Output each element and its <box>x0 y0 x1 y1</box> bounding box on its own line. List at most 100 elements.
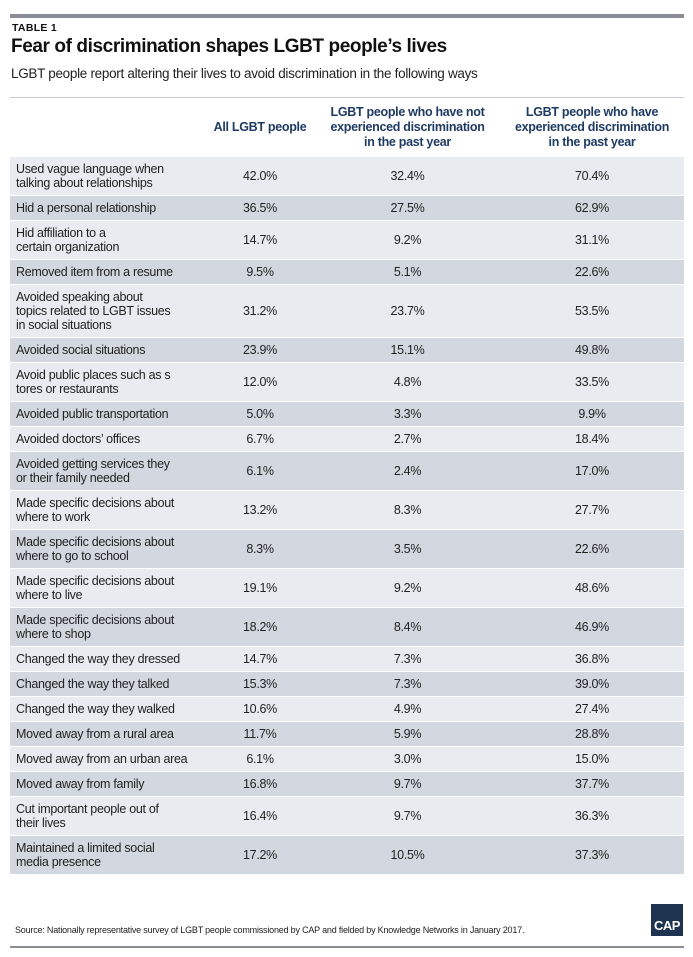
row-label: Removed item from a resume <box>10 259 205 285</box>
cell-experienced: 53.5% <box>500 284 684 338</box>
source-note: Source: Nationally representative survey… <box>15 925 525 935</box>
cell-not-experienced: 2.7% <box>315 426 500 452</box>
cell-all: 8.3% <box>205 529 315 569</box>
table-row: Made specific decisions about where to l… <box>10 568 684 608</box>
cell-all: 11.7% <box>205 721 315 747</box>
column-header-label <box>10 98 205 157</box>
cell-experienced: 62.9% <box>500 195 684 221</box>
cell-not-experienced: 3.5% <box>315 529 500 569</box>
cell-not-experienced: 4.9% <box>315 696 500 722</box>
table-row: Used vague language when talking about r… <box>10 157 684 196</box>
cell-not-experienced: 9.2% <box>315 568 500 608</box>
cell-experienced: 9.9% <box>500 401 684 427</box>
cell-not-experienced: 7.3% <box>315 671 500 697</box>
row-label: Avoided social situations <box>10 337 205 363</box>
row-label: Made specific decisions about where to w… <box>10 490 205 530</box>
cell-experienced: 48.6% <box>500 568 684 608</box>
table-row: Avoided public transportation 5.0% 3.3% 9.9… <box>10 401 684 427</box>
cell-all: 18.2% <box>205 607 315 647</box>
cell-all: 5.0% <box>205 401 315 427</box>
table-kicker: TABLE 1 <box>12 22 58 34</box>
cell-experienced: 27.4% <box>500 696 684 722</box>
cell-all: 23.9% <box>205 337 315 363</box>
row-label: Made specific decisions about where to g… <box>10 529 205 569</box>
cell-all: 36.5% <box>205 195 315 221</box>
table-row: Cut important people out of their lives 1… <box>10 796 684 836</box>
row-label: Hid a personal relationship <box>10 195 205 221</box>
row-label: Moved away from an urban area <box>10 746 205 772</box>
cell-all: 15.3% <box>205 671 315 697</box>
cell-not-experienced: 2.4% <box>315 451 500 491</box>
row-label: Used vague language when talking about r… <box>10 157 205 196</box>
table-row: Moved away from an urban area 6.1% 3.0% 15.… <box>10 746 684 772</box>
table-row: Changed the way they walked 10.6% 4.9% 27.4… <box>10 696 684 722</box>
row-label: Moved away from a rural area <box>10 721 205 747</box>
cell-experienced: 22.6% <box>500 529 684 569</box>
column-header-all: All LGBT people <box>213 120 307 134</box>
row-label: Avoid public places such as s tores or r… <box>10 362 205 402</box>
cell-all: 6.1% <box>205 746 315 772</box>
top-rule <box>10 14 684 18</box>
cell-not-experienced: 5.9% <box>315 721 500 747</box>
data-table: All LGBT people LGBT people who have not… <box>10 98 684 875</box>
cell-all: 31.2% <box>205 284 315 338</box>
table-row: Moved away from a rural area 11.7% 5.9% 28.… <box>10 721 684 747</box>
table-row: Hid a personal relationship 36.5% 27.5% 62.… <box>10 195 684 221</box>
cell-experienced: 17.0% <box>500 451 684 491</box>
cell-experienced: 33.5% <box>500 362 684 402</box>
row-label: Made specific decisions about where to s… <box>10 607 205 647</box>
cell-all: 16.8% <box>205 771 315 797</box>
cell-not-experienced: 3.3% <box>315 401 500 427</box>
cell-all: 19.1% <box>205 568 315 608</box>
page-title: Fear of discrimination shapes LGBT peopl… <box>11 36 447 57</box>
cell-experienced: 37.3% <box>500 835 684 875</box>
cell-not-experienced: 5.1% <box>315 259 500 285</box>
row-label: Made specific decisions about where to l… <box>10 568 205 608</box>
cell-not-experienced: 4.8% <box>315 362 500 402</box>
cell-experienced: 22.6% <box>500 259 684 285</box>
cell-experienced: 31.1% <box>500 220 684 260</box>
cell-all: 14.7% <box>205 646 315 672</box>
cell-not-experienced: 9.2% <box>315 220 500 260</box>
cell-experienced: 36.3% <box>500 796 684 836</box>
cell-experienced: 39.0% <box>500 671 684 697</box>
row-label: Changed the way they walked <box>10 696 205 722</box>
header-row: All LGBT people LGBT people who have not… <box>10 98 684 157</box>
cell-experienced: 46.9% <box>500 607 684 647</box>
row-label: Changed the way they dressed <box>10 646 205 672</box>
row-label: Avoided speaking about topics related to… <box>10 284 205 338</box>
cell-not-experienced: 27.5% <box>315 195 500 221</box>
cell-all: 9.5% <box>205 259 315 285</box>
cell-not-experienced: 3.0% <box>315 746 500 772</box>
bottom-rule <box>10 946 684 948</box>
cell-all: 6.7% <box>205 426 315 452</box>
cell-not-experienced: 32.4% <box>315 157 500 196</box>
cell-not-experienced: 23.7% <box>315 284 500 338</box>
cell-experienced: 49.8% <box>500 337 684 363</box>
cell-not-experienced: 10.5% <box>315 835 500 875</box>
table-row: Maintained a limited social media presen… <box>10 835 684 875</box>
cell-all: 14.7% <box>205 220 315 260</box>
cell-all: 13.2% <box>205 490 315 530</box>
table-row: Avoided getting services they or their f… <box>10 451 684 491</box>
cell-not-experienced: 15.1% <box>315 337 500 363</box>
row-label: Changed the way they talked <box>10 671 205 697</box>
table-row: Hid affiliation to a certain organizatio… <box>10 220 684 260</box>
table-row: Avoid public places such as s tores or r… <box>10 362 684 402</box>
cell-experienced: 37.7% <box>500 771 684 797</box>
column-header-experienced: LGBT people who have experienced discrim… <box>514 105 670 149</box>
row-label: Maintained a limited social media presen… <box>10 835 205 875</box>
row-label: Avoided getting services they or their f… <box>10 451 205 491</box>
table-row: Changed the way they dressed 14.7% 7.3% 36.… <box>10 646 684 672</box>
table-row: Made specific decisions about where to g… <box>10 529 684 569</box>
table-row: Changed the way they talked 15.3% 7.3% 39.0… <box>10 671 684 697</box>
cell-not-experienced: 7.3% <box>315 646 500 672</box>
cell-experienced: 28.8% <box>500 721 684 747</box>
table-row: Moved away from family 16.8% 9.7% 37.7% <box>10 771 684 797</box>
table-row: Avoided speaking about topics related to… <box>10 284 684 338</box>
cell-all: 10.6% <box>205 696 315 722</box>
header-rule <box>10 97 684 98</box>
cell-not-experienced: 8.4% <box>315 607 500 647</box>
cell-experienced: 70.4% <box>500 157 684 196</box>
table-row: Avoided doctors’ offices 6.7% 2.7% 18.4% <box>10 426 684 452</box>
